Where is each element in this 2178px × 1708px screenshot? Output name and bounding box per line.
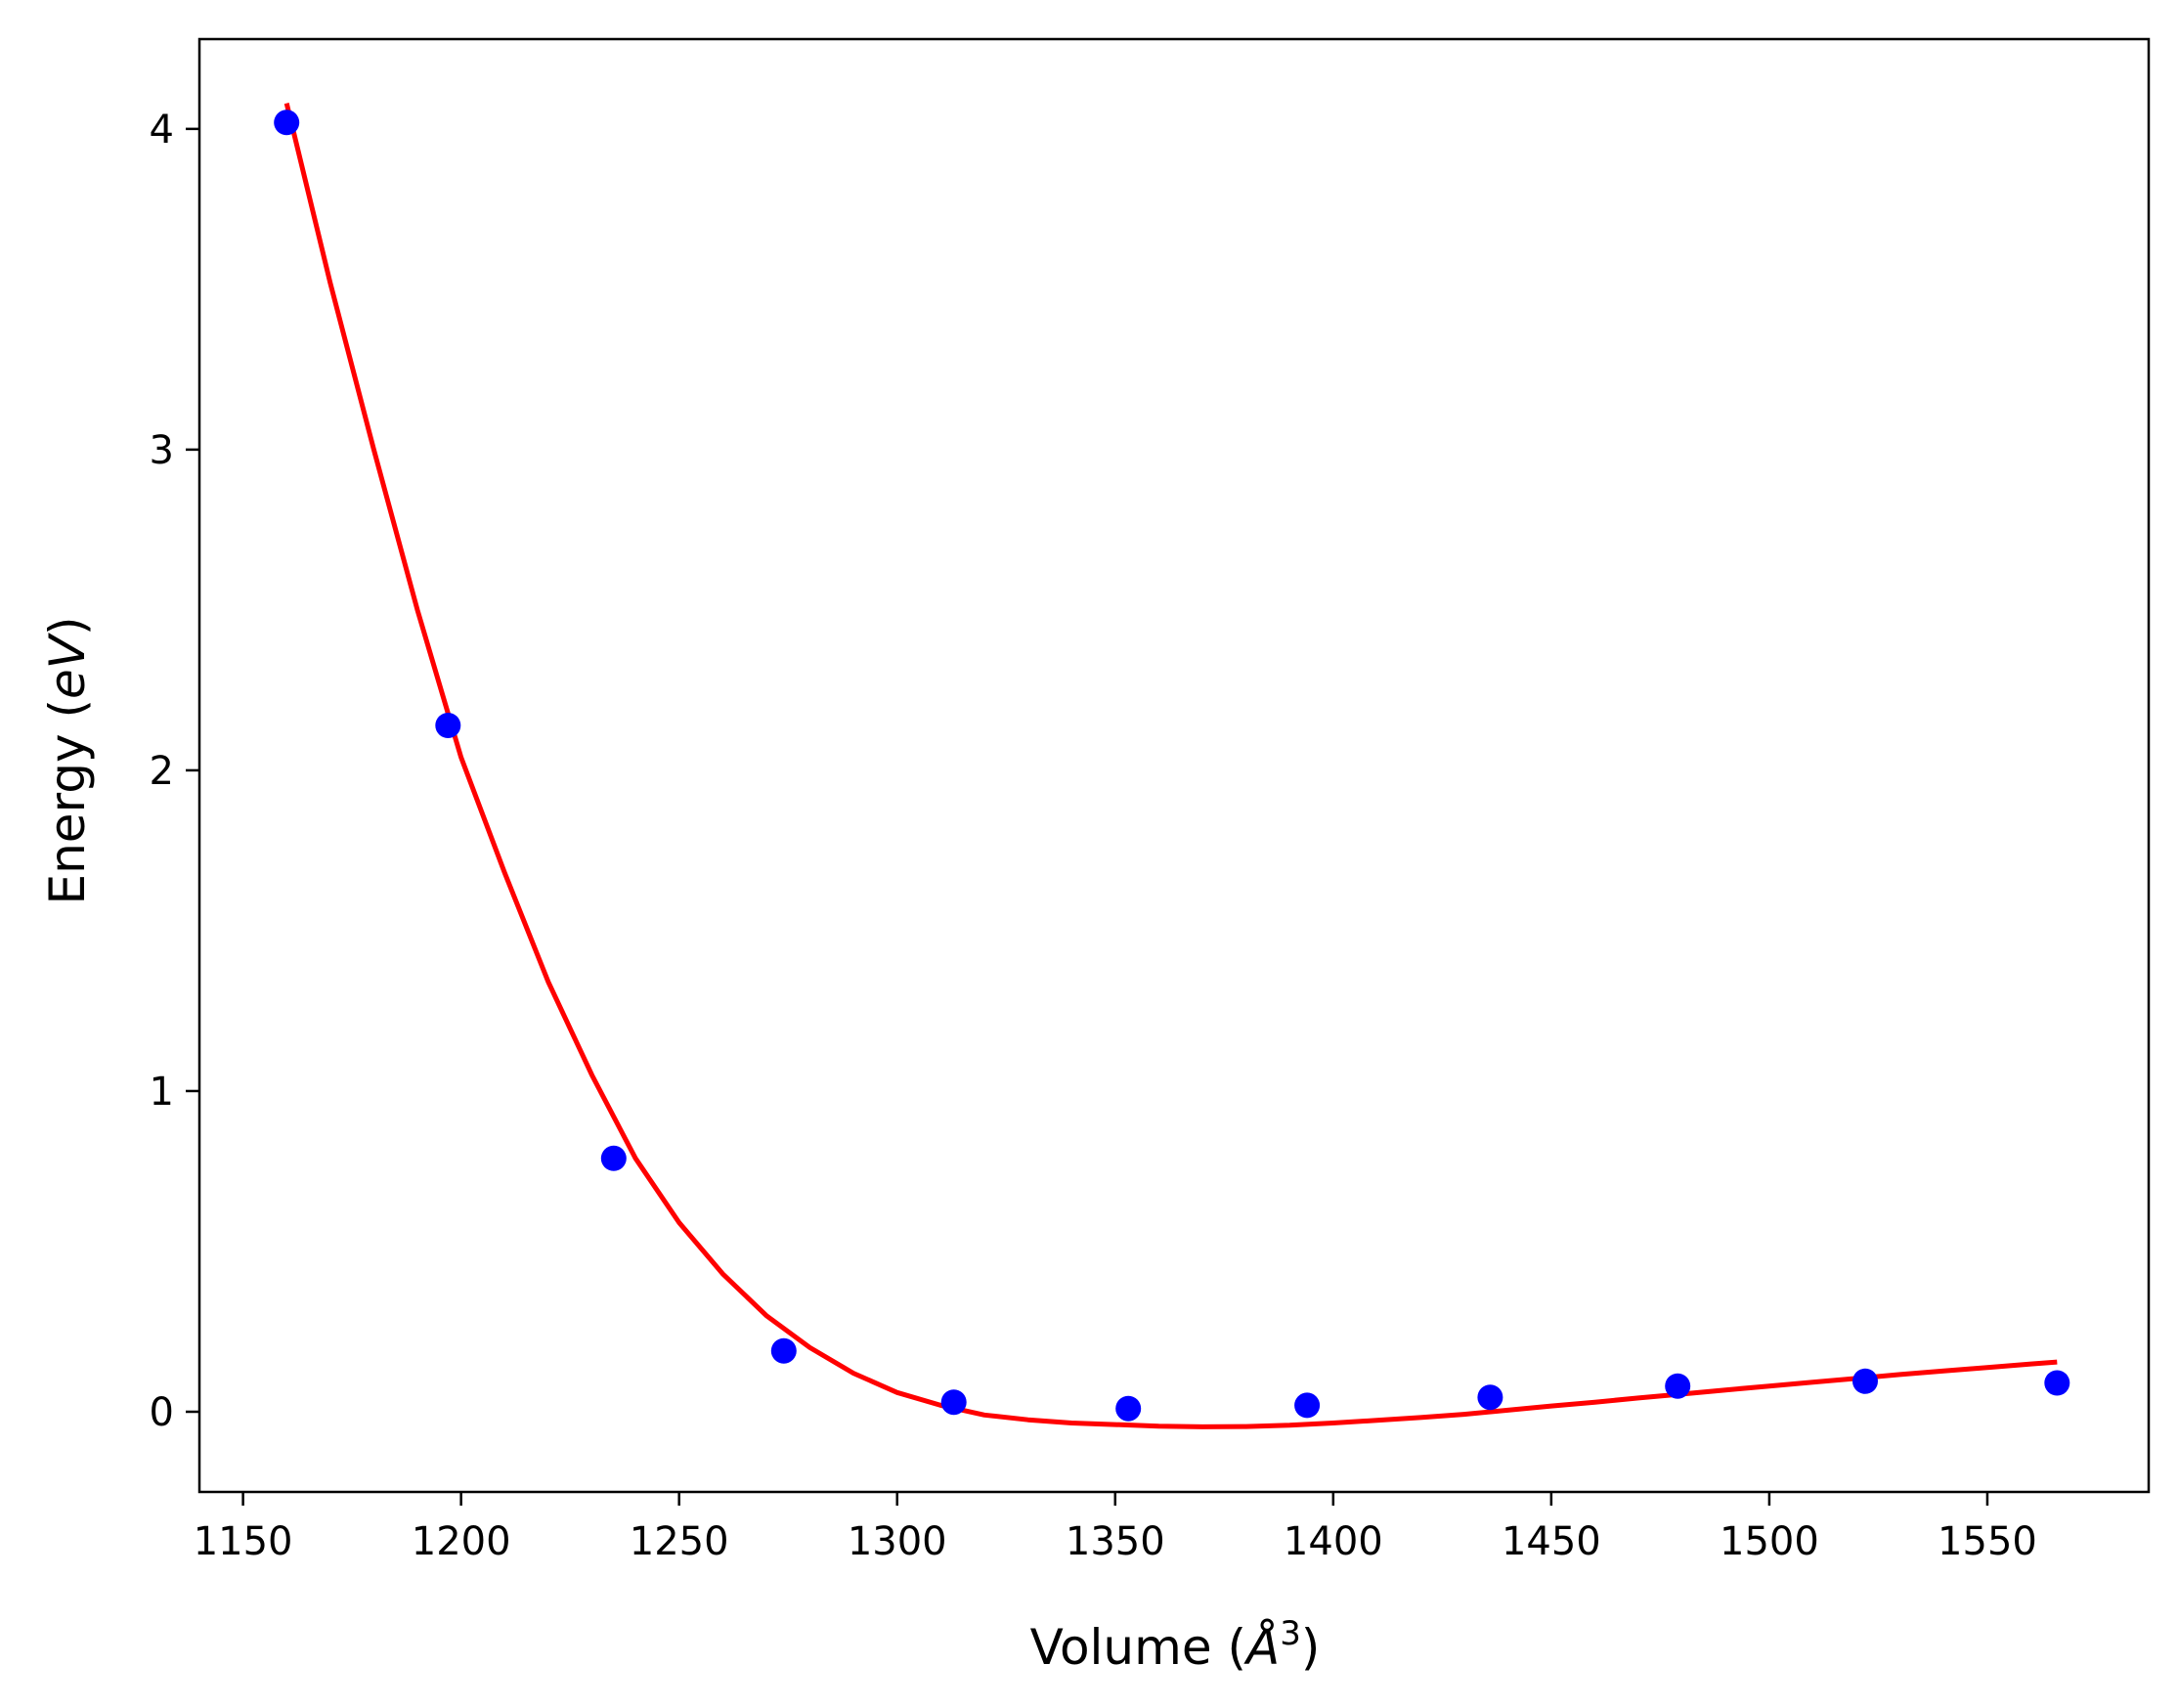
y-axis-label-symbol: eV	[39, 632, 96, 699]
data-point-5	[940, 1389, 967, 1416]
y-axis-ticks: 0 1 2 3 4	[150, 108, 199, 1435]
fit-curve-line	[283, 103, 2058, 1429]
y-tick-label-1: 1	[150, 1070, 174, 1115]
x-axis-ticks: 1150 1200 1250 1300 1350 1400 1450 1500 1550	[194, 1492, 2037, 1564]
plot-frame	[197, 37, 2151, 1494]
y-tick-label-4: 4	[150, 108, 174, 153]
data-point-11	[2044, 1370, 2070, 1396]
x-tick-label-1300: 1300	[848, 1519, 947, 1564]
data-point-10	[1852, 1368, 1878, 1394]
x-axis-label-text: Volume (	[1030, 1619, 1246, 1676]
x-tick-label-1200: 1200	[412, 1519, 511, 1564]
x-tick-label-1250: 1250	[630, 1519, 729, 1564]
x-tick-label-1500: 1500	[1720, 1519, 1819, 1564]
x-tick-label-1450: 1450	[1502, 1519, 1601, 1564]
data-point-7	[1294, 1392, 1321, 1419]
x-tick-label-1400: 1400	[1284, 1519, 1383, 1564]
x-tick-label-1550: 1550	[1938, 1519, 2037, 1564]
data-point-9	[1665, 1373, 1691, 1399]
x-axis-label: Volume (Å3)	[1030, 1614, 1321, 1676]
data-point-2	[435, 713, 461, 738]
x-tick-label-1150: 1150	[194, 1519, 293, 1564]
y-tick-label-0: 0	[150, 1390, 174, 1435]
x-tick-label-1350: 1350	[1066, 1519, 1165, 1564]
y-axis-label: Energy (eV)	[39, 617, 96, 905]
data-point-6	[1115, 1395, 1142, 1422]
data-point-4	[770, 1337, 797, 1364]
x-axis-label-close: )	[1301, 1619, 1321, 1676]
x-axis-label-symbol: Å	[1243, 1619, 1280, 1676]
x-axis-label-exponent: 3	[1280, 1614, 1301, 1653]
y-tick-label-2: 2	[150, 749, 174, 794]
plot-content	[274, 103, 2070, 1429]
y-axis-label-close: )	[39, 617, 96, 636]
y-tick-label-3: 3	[150, 428, 174, 473]
data-point-8	[1477, 1384, 1503, 1411]
data-point-1	[274, 109, 300, 136]
y-axis-label-text: Energy (	[39, 699, 96, 904]
data-point-3	[600, 1145, 627, 1171]
